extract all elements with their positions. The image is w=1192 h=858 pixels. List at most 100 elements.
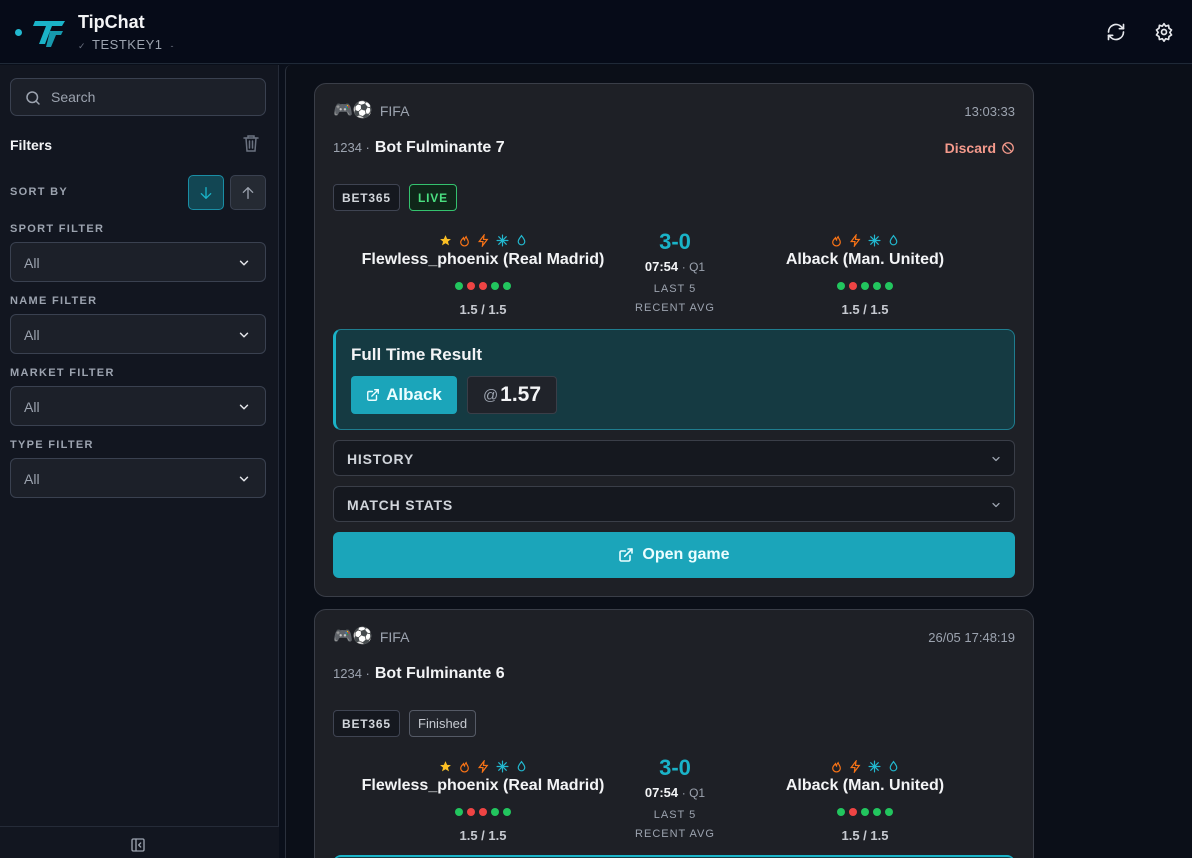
search-box[interactable] <box>10 78 266 116</box>
form-dot-win <box>861 808 869 816</box>
bookmaker-badge: BET365 <box>333 184 400 211</box>
snowflake-icon <box>495 234 509 247</box>
chevron-down-icon <box>992 456 1000 462</box>
open-game-label: Open game <box>642 546 730 563</box>
type-filter-select[interactable]: All <box>10 458 266 498</box>
bolt-icon <box>477 760 488 773</box>
away-team-name: Alback (Man. United) <box>785 251 945 268</box>
form-dot-win <box>455 808 463 816</box>
search-icon <box>26 91 40 105</box>
sport-name: FIFA <box>379 629 410 645</box>
market-filter-select[interactable]: All <box>10 386 266 426</box>
clock-time: 07:54 <box>644 785 679 800</box>
away-team-avg: 1.5 / 1.5 <box>841 302 889 317</box>
sort-descending-button[interactable] <box>188 175 224 210</box>
search-input[interactable] <box>51 79 251 115</box>
form-dot-loss <box>467 282 475 290</box>
status-badge: Finished <box>409 710 477 737</box>
flame-icon <box>459 761 469 773</box>
odds-box: @ 1.57 <box>467 376 557 414</box>
form-dot-win <box>455 282 463 290</box>
match-clock: 07:54 · Q1 <box>595 785 755 800</box>
star-icon <box>439 761 451 772</box>
tip-card: 🎮⚽ FIFA 26/05 17:48:19 1234 · Bot Fulmin… <box>314 609 1034 858</box>
sort-by-label: SORT BY <box>10 186 68 198</box>
sport-label: 🎮⚽ FIFA <box>333 101 409 121</box>
history-accordion[interactable]: HISTORY <box>333 440 1015 476</box>
water-drop-icon <box>517 760 525 772</box>
form-dot-win <box>503 282 511 290</box>
water-drop-icon <box>889 234 898 246</box>
tip-id: 1234 · <box>333 666 370 681</box>
chevron-down-icon <box>239 260 249 266</box>
form-dot-loss <box>467 808 475 816</box>
tip-name: Bot Fulminante 7 <box>374 139 505 156</box>
refresh-button[interactable] <box>1104 20 1128 44</box>
home-team-icons <box>333 760 633 773</box>
bookmaker-badge: BET365 <box>333 710 400 737</box>
away-team-form <box>715 282 1015 290</box>
key-separator: - <box>170 41 175 51</box>
market-filter-value: All <box>24 399 40 415</box>
form-dot-loss <box>479 808 487 816</box>
tipchat-logo <box>33 21 65 47</box>
form-dot-win <box>491 808 499 816</box>
match-period: · Q1 <box>681 260 706 274</box>
form-dot-loss <box>479 282 487 290</box>
collapse-sidebar-button[interactable] <box>0 826 279 858</box>
arrow-up-icon <box>242 186 254 199</box>
sort-ascending-button[interactable] <box>230 175 266 210</box>
clear-filters-button[interactable] <box>243 134 259 157</box>
match-stats-label: MATCH STATS <box>347 497 454 513</box>
arrow-down-icon <box>200 186 212 199</box>
chevron-down-icon <box>239 332 249 338</box>
pick-button[interactable]: Alback <box>351 376 457 414</box>
home-team-form <box>333 808 633 816</box>
water-drop-icon <box>517 234 525 246</box>
away-team-icons <box>715 234 1015 247</box>
history-label: HISTORY <box>347 451 415 467</box>
connection-status-dot <box>15 29 22 36</box>
name-filter-value: All <box>24 327 40 343</box>
away-team-icons <box>715 760 1015 773</box>
sport-filter-select[interactable]: All <box>10 242 266 282</box>
tips-feed: 🎮⚽ FIFA 13:03:33 1234 · Bot Fulminante 7… <box>285 65 1192 858</box>
tip-name: Bot Fulminante 6 <box>374 665 505 682</box>
last5-label: LAST 5 <box>653 283 697 295</box>
last5-label: LAST 5 <box>653 809 697 821</box>
ban-icon <box>1002 142 1014 154</box>
form-dot-win <box>885 282 893 290</box>
market-title: Full Time Result <box>351 345 482 364</box>
external-link-icon <box>367 389 380 401</box>
open-game-button[interactable]: Open game <box>333 532 1015 578</box>
discard-button[interactable]: Discard <box>945 140 1015 156</box>
tip-title: 1234 · Bot Fulminante 7 <box>333 139 505 157</box>
match-period: · Q1 <box>681 786 706 800</box>
match-stats-accordion[interactable]: MATCH STATS <box>333 486 1015 522</box>
odds-prefix: @ <box>482 386 499 404</box>
sport-name: FIFA <box>379 103 410 119</box>
star-icon <box>439 235 451 246</box>
chevron-down-icon <box>992 502 1000 508</box>
match-score: 3-0 <box>659 755 691 780</box>
recent-avg-label: RECENT AVG <box>635 828 715 840</box>
name-filter-select[interactable]: All <box>10 314 266 354</box>
name-filter-label: NAME FILTER <box>10 295 98 307</box>
snowflake-icon <box>868 760 881 773</box>
status-badge: LIVE <box>409 184 457 211</box>
form-dot-win <box>503 808 511 816</box>
settings-button[interactable] <box>1152 20 1176 44</box>
flame-icon <box>832 235 841 247</box>
bolt-icon <box>849 234 861 247</box>
flame-icon <box>832 761 841 773</box>
tip-id: 1234 · <box>333 140 370 155</box>
chevron-down-icon <box>239 476 249 482</box>
form-dot-loss <box>849 282 857 290</box>
away-team-name: Alback (Man. United) <box>785 777 945 794</box>
sidebar-collapse-icon <box>131 838 145 852</box>
home-team-icons <box>333 234 633 247</box>
sport-label: 🎮⚽ FIFA <box>333 627 409 647</box>
form-dot-win <box>837 282 845 290</box>
refresh-icon <box>1107 23 1125 41</box>
market-filter-label: MARKET FILTER <box>10 367 115 379</box>
